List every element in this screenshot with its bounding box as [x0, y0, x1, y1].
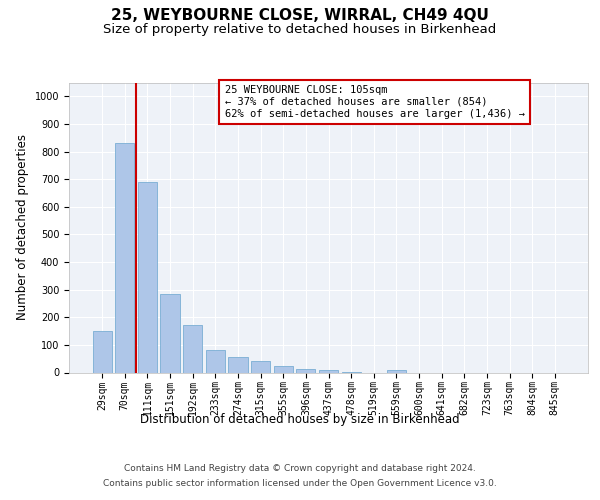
Text: Contains public sector information licensed under the Open Government Licence v3: Contains public sector information licen…	[103, 479, 497, 488]
Bar	[183, 325, 202, 372]
Bar	[206, 350, 225, 372]
Text: Contains HM Land Registry data © Crown copyright and database right 2024.: Contains HM Land Registry data © Crown c…	[124, 464, 476, 473]
Text: 25 WEYBOURNE CLOSE: 105sqm
← 37% of detached houses are smaller (854)
62% of sem: 25 WEYBOURNE CLOSE: 105sqm ← 37% of deta…	[224, 86, 525, 118]
Text: Distribution of detached houses by size in Birkenhead: Distribution of detached houses by size …	[140, 412, 460, 426]
Text: 25, WEYBOURNE CLOSE, WIRRAL, CH49 4QU: 25, WEYBOURNE CLOSE, WIRRAL, CH49 4QU	[111, 8, 489, 22]
Bar	[274, 366, 293, 372]
Bar	[319, 370, 338, 372]
Y-axis label: Number of detached properties: Number of detached properties	[16, 134, 29, 320]
Bar	[115, 144, 134, 372]
Bar	[387, 370, 406, 372]
Bar	[160, 294, 180, 372]
Bar	[92, 331, 112, 372]
Bar	[296, 369, 316, 372]
Bar	[229, 358, 248, 372]
Bar	[251, 361, 270, 372]
Text: Size of property relative to detached houses in Birkenhead: Size of property relative to detached ho…	[103, 22, 497, 36]
Bar	[138, 182, 157, 372]
